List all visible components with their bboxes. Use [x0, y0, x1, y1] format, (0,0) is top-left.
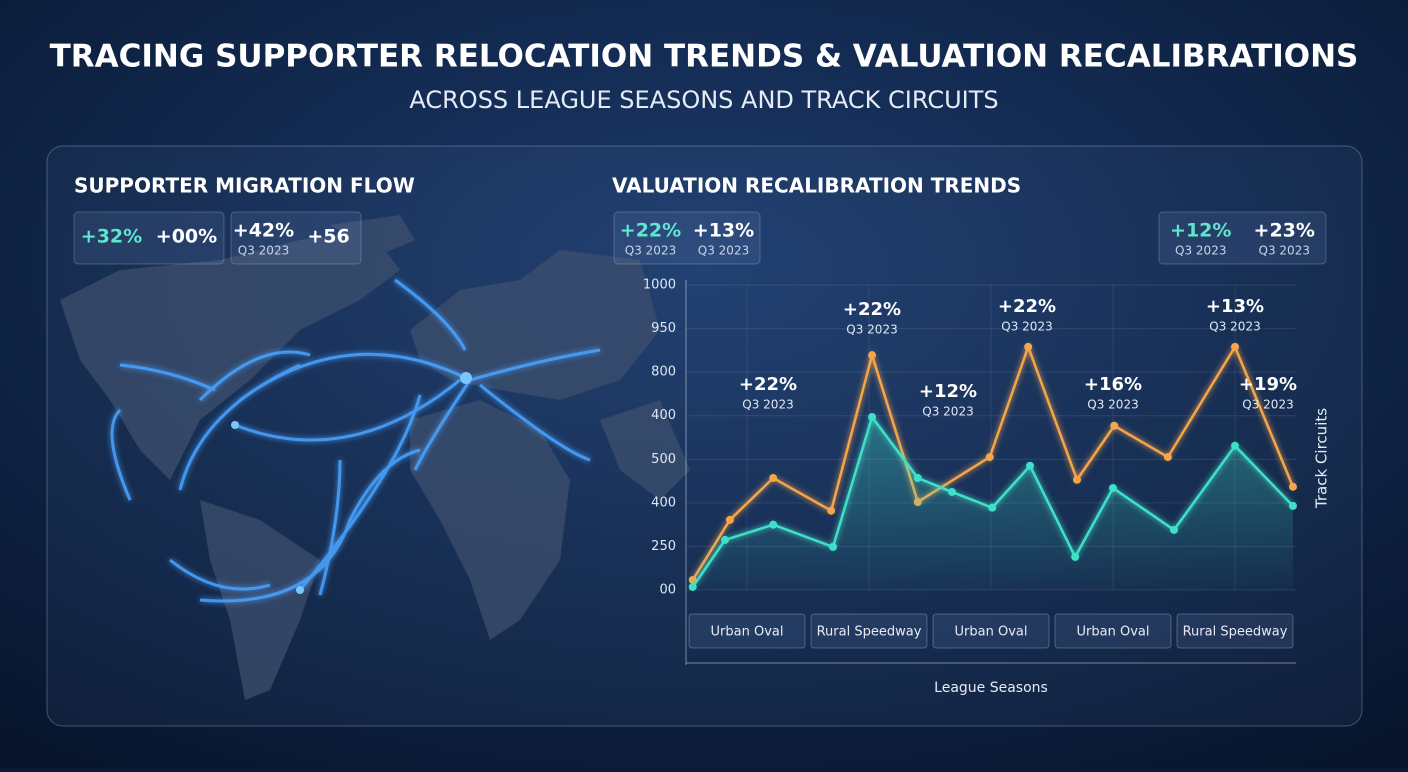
x-tick-label: Urban Oval: [1077, 625, 1150, 640]
badge-sub: Q3 2023: [698, 244, 749, 258]
y-tick-label: 00: [659, 583, 676, 598]
data-point: [1071, 552, 1080, 561]
data-point: [1109, 484, 1117, 493]
annotation: +16%: [1084, 374, 1142, 395]
chart-title: VALUATION RECALIBRATION TRENDS: [612, 174, 1021, 198]
data-point: [769, 520, 778, 529]
badge-sub: Q3 2023: [1259, 244, 1310, 258]
annotation-sub: Q3 2023: [1209, 320, 1260, 334]
x-tick-label: Urban Oval: [955, 625, 1028, 640]
page-subtitle: ACROSS LEAGUE SEASONS AND TRACK CIRCUITS: [409, 86, 998, 114]
data-point: [947, 487, 956, 496]
x-tick-box: [932, 613, 1050, 649]
annotation: +13%: [1206, 296, 1264, 317]
data-point: [868, 351, 877, 360]
y-tick-label: 950: [651, 321, 676, 336]
badge-value: +00%: [156, 226, 217, 248]
data-point: [1026, 461, 1035, 470]
badge-value: +56: [307, 226, 349, 248]
annotation-sub: Q3 2023: [846, 323, 897, 337]
badge-value: +42%: [233, 220, 294, 242]
data-point: [1231, 342, 1239, 351]
data-point: [1073, 475, 1082, 484]
data-point: [1231, 441, 1239, 450]
series-line: [691, 414, 1294, 588]
data-point: [985, 453, 994, 462]
data-point: [688, 582, 697, 591]
y-tick-label: 1000: [643, 278, 676, 293]
badge: [1158, 211, 1327, 265]
migration-arrows: [110, 278, 601, 603]
x-tick-box: [688, 613, 806, 649]
x-tick-box: [810, 613, 928, 649]
badge-sub: Q3 2023: [625, 244, 676, 258]
x-tick-box: [1176, 613, 1294, 649]
annotation: +22%: [843, 299, 901, 320]
y-tick-label: 400: [651, 408, 676, 423]
data-point: [868, 413, 877, 422]
data-point: [769, 474, 778, 483]
x-tick-label: Rural Speedway: [1183, 625, 1288, 640]
y-axis-label: Track Circuits: [1313, 408, 1331, 509]
badge-value: +32%: [81, 226, 142, 248]
annotation: +19%: [1239, 374, 1297, 395]
data-point: [1288, 482, 1297, 491]
annotation-sub: Q3 2023: [1087, 398, 1138, 412]
annotation: +22%: [998, 296, 1056, 317]
data-point: [827, 506, 836, 515]
badge-value: +23%: [1254, 220, 1315, 242]
map-nodes: [231, 372, 472, 594]
data-point: [913, 474, 922, 483]
annotation-sub: Q3 2023: [922, 405, 973, 419]
data-point: [725, 515, 734, 524]
y-tick-label: 800: [651, 365, 676, 380]
annotation: +22%: [739, 374, 797, 395]
y-tick-label: 500: [651, 452, 676, 467]
badge-sub: Q3 2023: [238, 244, 289, 258]
x-tick-box: [1054, 613, 1172, 649]
data-point: [1024, 342, 1033, 351]
data-point: [1170, 525, 1178, 534]
world-map: [60, 215, 690, 700]
badge: [613, 211, 761, 265]
x-axis-label: League Seasons: [934, 680, 1048, 696]
y-tick-label: 400: [651, 495, 676, 510]
page-title: TRACING SUPPORTER RELOCATION TRENDS & VA…: [50, 39, 1359, 75]
badge-value: +22%: [620, 220, 681, 242]
x-tick-label: Urban Oval: [711, 625, 784, 640]
data-point: [721, 535, 730, 544]
y-tick-label: 250: [651, 539, 676, 554]
annotation: +12%: [919, 381, 977, 402]
x-tick-label: Rural Speedway: [817, 625, 922, 640]
area: [692, 417, 1293, 590]
annotation-sub: Q3 2023: [1001, 320, 1052, 334]
data-point: [1110, 421, 1119, 430]
data-point: [988, 503, 997, 512]
badge: [230, 211, 362, 265]
data-point: [829, 542, 838, 551]
data-point: [1288, 501, 1297, 510]
annotation-sub: Q3 2023: [1242, 398, 1293, 412]
data-point: [1163, 453, 1172, 462]
badge-value: +12%: [1170, 220, 1231, 242]
annotation-sub: Q3 2023: [742, 398, 793, 412]
badge: [73, 211, 225, 265]
badge-value: +13%: [693, 220, 754, 242]
map-title: SUPPORTER MIGRATION FLOW: [74, 174, 415, 198]
badge-sub: Q3 2023: [1175, 244, 1226, 258]
